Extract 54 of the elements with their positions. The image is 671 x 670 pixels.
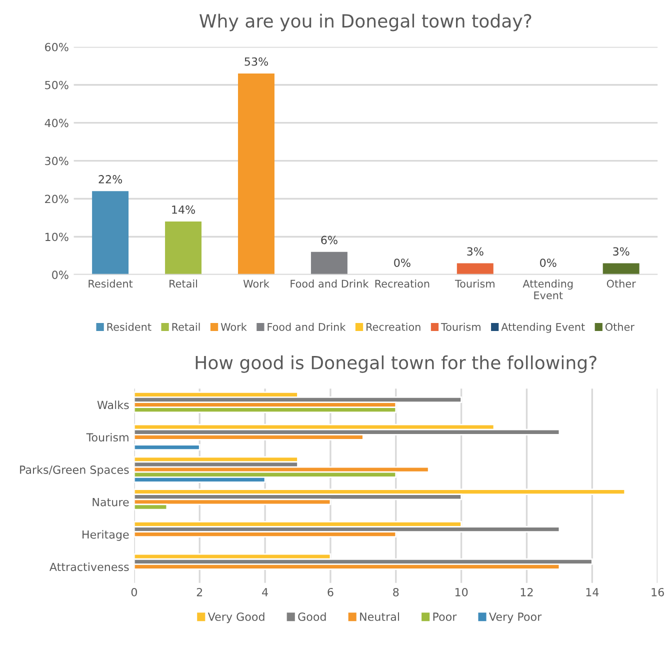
x-tick-label: 12 [520,588,533,596]
legend-label: Good [298,612,326,621]
legend-label: Attending Event [501,322,585,333]
y-tick-label: 30% [45,156,68,166]
y-tick-label: Attractiveness [50,562,129,572]
legend-label: Poor [433,612,457,621]
x-tick-label: Work [243,280,270,288]
y-tick-label: Parks/Green Spaces [20,465,129,476]
x-tick-label: 16 [652,588,664,596]
legend-label: Tourism [440,322,480,331]
x-tick-label: 14 [586,588,599,596]
y-tick-label: 10% [45,232,68,242]
data-label: 53% [244,57,268,66]
x-tick-label: 0 [131,588,137,596]
x-tick-label: Recreation [375,280,430,288]
legend-label: Food and Drink [268,322,346,331]
y-tick-label: Walks [97,400,129,410]
legend-label: Very Poor [489,612,542,624]
data-label: 0% [394,258,410,267]
y-tick-label: Tourism [86,432,128,442]
x-tick-label: Other [606,280,636,288]
y-tick-label: 20% [45,194,68,204]
x-tick-label: 6 [328,588,334,596]
legend-label: Other [605,322,634,331]
y-tick-label: 60% [45,42,68,52]
data-label: 22% [98,175,122,184]
y-tick-label: Nature [92,498,129,506]
legend-label: Very Good [208,612,264,624]
x-tick-label: Retail [170,280,198,288]
data-label: 3% [467,247,484,256]
legend-label: Neutral [360,612,399,621]
legend-label: Work [220,322,247,331]
y-tick-label: 0% [52,270,68,280]
bar [134,444,200,450]
x-tick-label: Food and Drink [290,280,369,288]
data-label: 14% [172,205,195,214]
legend-label: Retail [172,322,200,331]
x-tick-label: Resident [88,280,133,288]
legend-label: Recreation [366,322,420,331]
x-tick-label: 10 [455,588,468,596]
x-tick-label: Tourism [454,280,494,288]
y-tick-label: 50% [45,80,68,90]
x-tick-label: 2 [196,588,202,596]
x-tick-label: 4 [262,588,268,596]
x-tick-label: 8 [393,588,399,596]
x-tick-label: Attending Event [522,280,573,300]
chart-title: Why are you in Donegal town today? [200,14,532,32]
y-tick-label: Heritage [82,530,129,541]
legend-label: Resident [107,322,152,331]
y-tick-label: 40% [44,118,68,128]
data-label: 3% [613,247,630,256]
data-label: 6% [321,236,338,244]
chart-title: How good is Donegal town for the following? [196,355,596,373]
data-label: 0% [540,258,556,267]
